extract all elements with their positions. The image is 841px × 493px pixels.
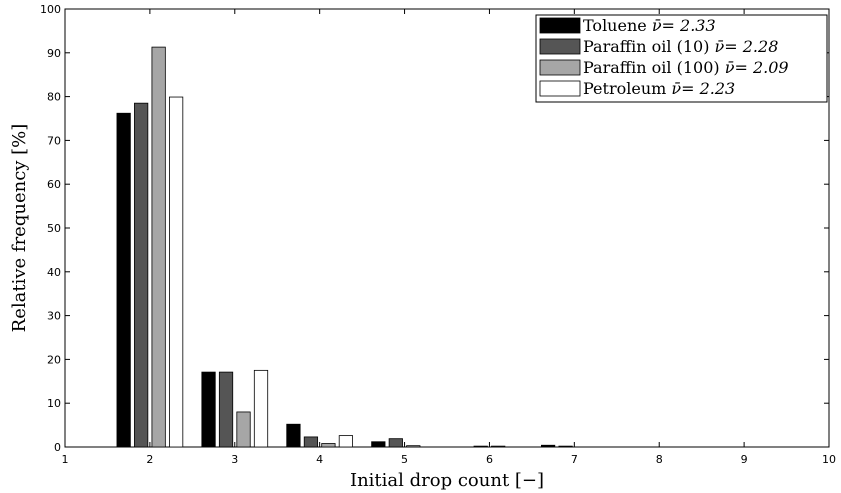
y-tick-label: 100	[40, 3, 61, 16]
y-tick-label: 0	[54, 441, 61, 454]
legend-series-name: Paraffin oil (100)	[583, 58, 725, 77]
bar	[473, 445, 488, 448]
x-axis-label: Initial drop count [−]	[350, 470, 544, 491]
x-tick-label: 1	[62, 453, 69, 466]
x-tick-label: 2	[146, 453, 153, 466]
bar	[116, 112, 131, 448]
legend-entry: Toluene ν̄= 2.33	[583, 16, 716, 35]
x-tick-label: 7	[571, 453, 578, 466]
bar	[491, 445, 506, 448]
y-tick-label: 80	[47, 91, 61, 104]
y-tick-label: 90	[47, 47, 61, 60]
x-tick-label: 9	[741, 453, 748, 466]
bar	[286, 423, 301, 448]
bar	[388, 438, 403, 448]
x-axis-ticks: 1 2 3 4 5 6 7 8 9 10	[62, 9, 836, 466]
x-tick-label: 8	[656, 453, 663, 466]
legend-mean-label: ν̄= 2.09	[725, 58, 789, 77]
bar	[169, 96, 184, 448]
y-tick-label: 70	[47, 134, 61, 147]
y-axis-ticks: 0 10 20 30 40 50 60 70 80 90 100	[40, 3, 829, 454]
y-axis-label: Relative frequency [%]	[9, 124, 30, 333]
bar	[253, 369, 269, 448]
legend-entry: Paraffin oil (100) ν̄= 2.09	[583, 58, 789, 77]
bar	[338, 435, 354, 448]
bar-series-group	[116, 46, 573, 448]
x-tick-label: 4	[316, 453, 323, 466]
legend-series-name: Toluene	[583, 16, 652, 35]
y-tick-label: 40	[47, 266, 61, 279]
bar	[540, 444, 556, 448]
legend-box	[535, 14, 828, 103]
bar	[371, 441, 386, 448]
legend-series-name: Petroleum	[583, 79, 671, 98]
y-tick-label: 10	[47, 397, 61, 410]
bar	[406, 445, 421, 448]
bar	[151, 46, 166, 448]
legend: Toluene ν̄= 2.33 Paraffin oil (10) ν̄= 2.…	[535, 14, 828, 103]
legend-mean-label: ν̄= 2.28	[715, 37, 779, 56]
legend-mean-label: ν̄= 2.33	[652, 16, 716, 35]
x-tick-label: 5	[401, 453, 408, 466]
legend-swatch	[539, 17, 581, 34]
y-tick-label: 60	[47, 178, 61, 191]
bar	[134, 102, 149, 448]
x-tick-label: 3	[231, 453, 238, 466]
y-tick-label: 20	[47, 353, 61, 366]
legend-series-name: Paraffin oil (10)	[583, 37, 715, 56]
legend-mean-label: ν̄= 2.23	[671, 79, 735, 98]
bar	[201, 371, 216, 448]
bar	[303, 436, 319, 448]
y-tick-label: 30	[47, 310, 61, 323]
x-tick-label: 6	[486, 453, 493, 466]
legend-swatch	[539, 38, 581, 55]
legend-swatch	[539, 59, 581, 76]
legend-entry: Petroleum ν̄= 2.23	[583, 79, 735, 98]
bar	[236, 411, 251, 448]
y-tick-label: 50	[47, 222, 61, 235]
legend-swatch	[539, 80, 581, 97]
bar	[218, 371, 234, 448]
bar	[558, 445, 573, 448]
x-tick-label: 10	[822, 453, 836, 466]
legend-entry: Paraffin oil (10) ν̄= 2.28	[583, 37, 778, 56]
bar	[321, 443, 336, 448]
